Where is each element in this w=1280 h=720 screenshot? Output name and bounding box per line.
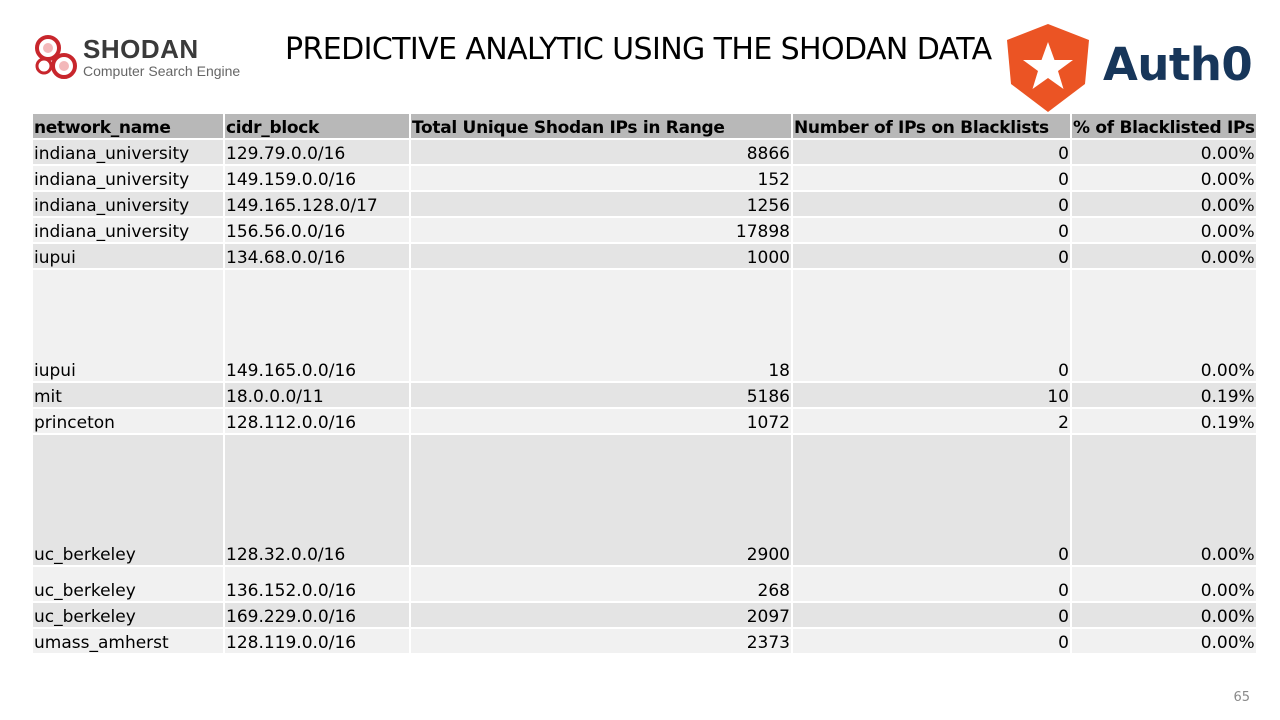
table-row: indiana_university 129.79.0.0/16 8866 0 … (33, 140, 1256, 164)
cell-network-name: mit (33, 383, 223, 407)
blacklist-table: network_name cidr_block Total Unique Sho… (31, 112, 1258, 655)
cell-cidr-block: 149.165.0.0/16 (225, 270, 409, 381)
table-row: umass_amherst 128.119.0.0/16 2373 0 0.00… (33, 629, 1256, 653)
cell-network-name: indiana_university (33, 166, 223, 190)
cell-total-ips: 18 (411, 270, 791, 381)
column-header-blacklisted-count: Number of IPs on Blacklists (793, 114, 1070, 138)
cell-total-ips: 5186 (411, 383, 791, 407)
cell-blacklisted-percent: 0.00% (1072, 603, 1256, 627)
cell-blacklisted-count: 0 (793, 140, 1070, 164)
cell-blacklisted-count: 0 (793, 166, 1070, 190)
cell-cidr-block: 128.112.0.0/16 (225, 409, 409, 433)
cell-cidr-block: 134.68.0.0/16 (225, 244, 409, 268)
table-row: uc_berkeley 136.152.0.0/16 268 0 0.00% (33, 567, 1256, 601)
table-header-row: network_name cidr_block Total Unique Sho… (33, 114, 1256, 138)
cell-total-ips: 2097 (411, 603, 791, 627)
cell-total-ips: 8866 (411, 140, 791, 164)
cell-cidr-block: 149.165.128.0/17 (225, 192, 409, 216)
table-row: uc_berkeley 128.32.0.0/16 2900 0 0.00% (33, 435, 1256, 565)
shodan-logo-tagline: Computer Search Engine (83, 63, 241, 79)
cell-network-name: indiana_university (33, 218, 223, 242)
table-row: princeton 128.112.0.0/16 1072 2 0.19% (33, 409, 1256, 433)
cell-cidr-block: 128.119.0.0/16 (225, 629, 409, 653)
cell-cidr-block: 128.32.0.0/16 (225, 435, 409, 565)
column-header-blacklisted-percent: % of Blacklisted IPs (1072, 114, 1256, 138)
column-header-network-name: network_name (33, 114, 223, 138)
cell-total-ips: 1256 (411, 192, 791, 216)
cell-blacklisted-percent: 0.19% (1072, 409, 1256, 433)
cell-blacklisted-count: 0 (793, 192, 1070, 216)
cell-total-ips: 17898 (411, 218, 791, 242)
cell-blacklisted-count: 10 (793, 383, 1070, 407)
cell-total-ips: 268 (411, 567, 791, 601)
shodan-logo-name: SHODAN (83, 34, 199, 64)
cell-network-name: umass_amherst (33, 629, 223, 653)
column-header-cidr-block: cidr_block (225, 114, 409, 138)
cell-blacklisted-percent: 0.00% (1072, 567, 1256, 601)
cell-network-name: indiana_university (33, 192, 223, 216)
cell-network-name: iupui (33, 270, 223, 381)
slide-title: PREDICTIVE ANALYTIC USING THE SHODAN DAT… (285, 32, 992, 67)
cell-total-ips: 1000 (411, 244, 791, 268)
cell-blacklisted-count: 0 (793, 567, 1070, 601)
table-row: indiana_university 156.56.0.0/16 17898 0… (33, 218, 1256, 242)
cell-cidr-block: 169.229.0.0/16 (225, 603, 409, 627)
cell-network-name: iupui (33, 244, 223, 268)
table-row: iupui 134.68.0.0/16 1000 0 0.00% (33, 244, 1256, 268)
table-row: uc_berkeley 169.229.0.0/16 2097 0 0.00% (33, 603, 1256, 627)
cell-network-name: uc_berkeley (33, 435, 223, 565)
cell-blacklisted-count: 2 (793, 409, 1070, 433)
table-row: iupui 149.165.0.0/16 18 0 0.00% (33, 270, 1256, 381)
cell-total-ips: 2373 (411, 629, 791, 653)
cell-blacklisted-count: 0 (793, 629, 1070, 653)
cell-total-ips: 2900 (411, 435, 791, 565)
cell-blacklisted-percent: 0.00% (1072, 270, 1256, 381)
shodan-logo-icon (35, 35, 77, 79)
cell-blacklisted-count: 0 (793, 603, 1070, 627)
cell-network-name: uc_berkeley (33, 603, 223, 627)
cell-total-ips: 152 (411, 166, 791, 190)
cell-cidr-block: 136.152.0.0/16 (225, 567, 409, 601)
auth0-star-badge-icon (1007, 24, 1089, 112)
cell-blacklisted-percent: 0.00% (1072, 435, 1256, 565)
cell-cidr-block: 149.159.0.0/16 (225, 166, 409, 190)
cell-network-name: princeton (33, 409, 223, 433)
cell-network-name: uc_berkeley (33, 567, 223, 601)
cell-blacklisted-count: 0 (793, 270, 1070, 381)
auth0-logo: Auth0 (1005, 22, 1253, 114)
cell-blacklisted-percent: 0.00% (1072, 244, 1256, 268)
cell-blacklisted-percent: 0.00% (1072, 629, 1256, 653)
cell-total-ips: 1072 (411, 409, 791, 433)
auth0-wordmark: Auth0 (1103, 38, 1253, 91)
cell-blacklisted-count: 0 (793, 244, 1070, 268)
column-header-total-ips: Total Unique Shodan IPs in Range (411, 114, 791, 138)
cell-blacklisted-percent: 0.00% (1072, 218, 1256, 242)
shodan-logo: SHODAN Computer Search Engine (30, 32, 250, 82)
cell-cidr-block: 129.79.0.0/16 (225, 140, 409, 164)
cell-blacklisted-percent: 0.00% (1072, 192, 1256, 216)
cell-network-name: indiana_university (33, 140, 223, 164)
table-row: mit 18.0.0.0/11 5186 10 0.19% (33, 383, 1256, 407)
cell-blacklisted-percent: 0.00% (1072, 140, 1256, 164)
cell-blacklisted-percent: 0.19% (1072, 383, 1256, 407)
table-row: indiana_university 149.159.0.0/16 152 0 … (33, 166, 1256, 190)
cell-cidr-block: 18.0.0.0/11 (225, 383, 409, 407)
table-row: indiana_university 149.165.128.0/17 1256… (33, 192, 1256, 216)
cell-blacklisted-count: 0 (793, 218, 1070, 242)
cell-blacklisted-percent: 0.00% (1072, 166, 1256, 190)
page-number: 65 (1233, 690, 1250, 705)
cell-cidr-block: 156.56.0.0/16 (225, 218, 409, 242)
cell-blacklisted-count: 0 (793, 435, 1070, 565)
